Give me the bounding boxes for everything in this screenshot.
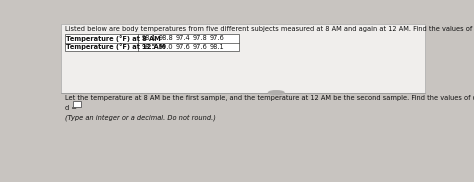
Text: 97.6: 97.6 (175, 44, 190, 50)
Text: Temperature (°F) at 12 AM: Temperature (°F) at 12 AM (66, 43, 165, 50)
Text: 97.4: 97.4 (175, 35, 190, 41)
Text: 98.5: 98.5 (141, 44, 156, 50)
Text: Let the temperature at 8 AM be the first sample, and the temperature at 12 AM be: Let the temperature at 8 AM be the first… (64, 95, 474, 101)
Text: (Type an integer or a decimal. Do not round.): (Type an integer or a decimal. Do not ro… (64, 114, 216, 121)
Text: Listed below are body temperatures from five different subjects measured at 8 AM: Listed below are body temperatures from … (64, 26, 474, 32)
Text: d =: d = (64, 105, 76, 111)
Ellipse shape (268, 91, 284, 95)
Bar (73, 101, 81, 107)
Text: 97.6: 97.6 (210, 35, 224, 41)
Text: Temperature (°F) at 8 AM: Temperature (°F) at 8 AM (66, 35, 161, 42)
Text: 99.0: 99.0 (158, 44, 173, 50)
Text: 97.8: 97.8 (192, 35, 207, 41)
Bar (61, 24, 425, 93)
Text: 98.1: 98.1 (210, 44, 224, 50)
Text: 98.1: 98.1 (141, 35, 156, 41)
Text: 98.8: 98.8 (158, 35, 173, 41)
Text: 97.6: 97.6 (192, 44, 207, 50)
Bar (64, 34, 239, 51)
